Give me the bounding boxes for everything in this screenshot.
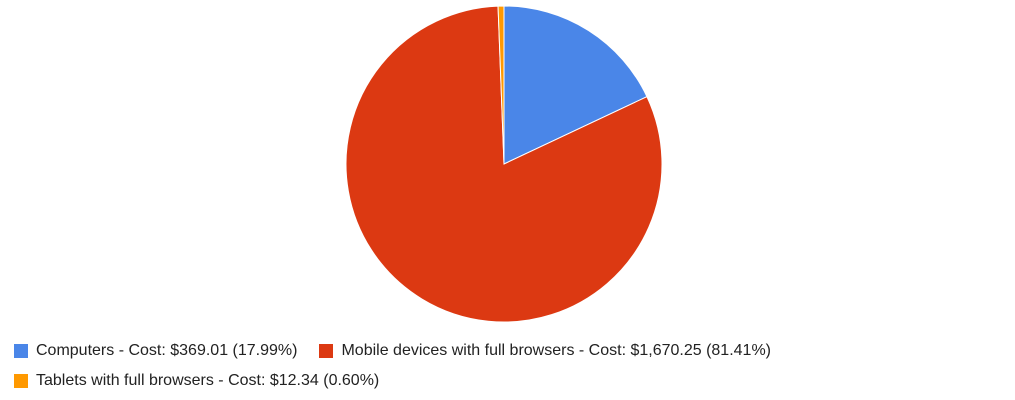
legend-swatch-mobile-devices [319, 344, 334, 358]
legend-item-computers[interactable]: Computers - Cost: $369.01 (17.99%) [14, 342, 297, 360]
legend-item-mobile-devices[interactable]: Mobile devices with full browsers - Cost… [319, 342, 771, 360]
legend-label-mobile-devices: Mobile devices with full browsers - Cost… [341, 342, 771, 359]
pie-slice-tablets[interactable] [497, 5, 505, 165]
legend: Computers - Cost: $369.01 (17.99%) Mobil… [14, 336, 1014, 396]
legend-label-tablets: Tablets with full browsers - Cost: $12.3… [36, 372, 380, 389]
pie-chart [345, 5, 663, 323]
legend-swatch-tablets [14, 374, 28, 388]
legend-label-computers: Computers - Cost: $369.01 (17.99%) [36, 342, 298, 359]
legend-item-tablets[interactable]: Tablets with full browsers - Cost: $12.3… [14, 372, 379, 390]
pie-slice-computers[interactable] [503, 5, 648, 165]
legend-row-2: Tablets with full browsers - Cost: $12.3… [14, 366, 1014, 396]
pie-slices [345, 5, 663, 323]
pie-slice-mobile-devices[interactable] [345, 5, 663, 323]
legend-row-1: Computers - Cost: $369.01 (17.99%) Mobil… [14, 336, 1014, 366]
legend-swatch-computers [14, 344, 28, 358]
